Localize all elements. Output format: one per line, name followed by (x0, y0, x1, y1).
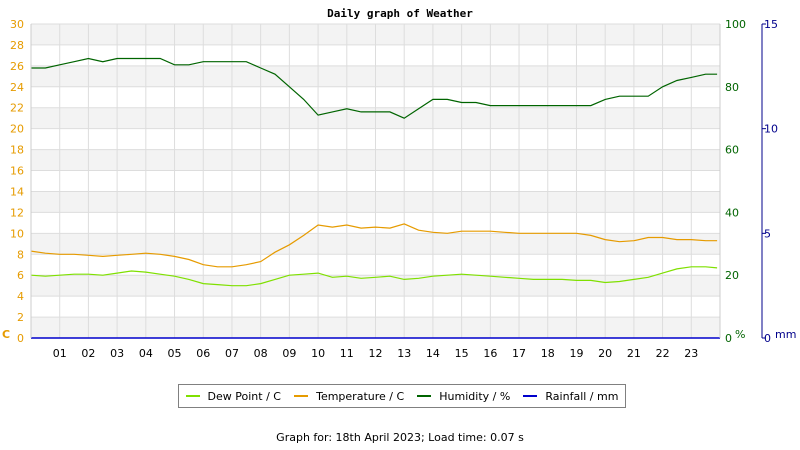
y-tick-label-left: 14 (10, 185, 24, 198)
y-tick-label-left: 6 (17, 269, 24, 282)
y-tick-label-rain: 0 (764, 332, 771, 345)
y-tick-label-right: 60 (725, 144, 739, 157)
y-tick-label-left: 12 (10, 206, 24, 219)
legend-label: Temperature / C (316, 389, 405, 403)
legend-label: Rainfall / mm (545, 389, 619, 403)
series-line-temperature (30, 223, 718, 268)
y-tick-label-left: 0 (17, 332, 24, 345)
y-unit-label-rain: mm (775, 328, 796, 341)
series-line-dew-point (30, 266, 718, 287)
y-tick-label-right: 100 (725, 18, 746, 31)
y-tick-label-left: 24 (10, 81, 24, 94)
y-unit-label-right: % (735, 328, 745, 341)
y-tick-label-left: 4 (17, 290, 24, 303)
legend-label: Humidity / % (439, 389, 511, 403)
y-tick-label-rain: 10 (764, 123, 778, 136)
y-tick-label-left: 10 (10, 227, 24, 240)
series-line-humidity (31, 57, 718, 119)
y-tick-label-left: 8 (17, 248, 24, 261)
y-tick-label-right: 40 (725, 206, 739, 219)
y-tick-label-left: 22 (10, 102, 24, 115)
legend-item: Rainfall / mm (523, 390, 618, 403)
y-tick-label-left: 28 (10, 39, 24, 52)
legend-label: Dew Point / C (207, 389, 281, 403)
x-tick-label: 22 (656, 347, 670, 360)
y-tick-label-right: 0 (725, 332, 732, 345)
x-tick-label: 09 (282, 347, 296, 360)
legend-swatch (417, 395, 432, 397)
legend: Dew Point / C Temperature / C Humidity / %… (178, 384, 626, 408)
x-tick-label: 14 (426, 347, 440, 360)
x-tick-label: 07 (225, 347, 239, 360)
x-tick-label: 01 (53, 347, 67, 360)
legend-swatch (294, 395, 309, 397)
y-tick-label-left: 20 (10, 123, 24, 136)
x-tick-label: 20 (598, 347, 612, 360)
y-tick-label-left: 26 (10, 60, 24, 73)
y-tick-label-left: 2 (17, 311, 24, 324)
x-tick-label: 16 (483, 347, 497, 360)
x-tick-label: 10 (311, 347, 325, 360)
x-tick-label: 04 (139, 347, 153, 360)
footer-info: Graph for: 18th April 2023; Load time: 0… (276, 431, 524, 444)
x-tick-label: 08 (254, 347, 268, 360)
x-tick-label: 17 (512, 347, 526, 360)
x-tick-label: 18 (541, 347, 555, 360)
y-tick-label-left: 18 (10, 144, 24, 157)
chart-title: Daily graph of Weather (327, 7, 473, 20)
legend-item: Humidity / % (417, 390, 510, 403)
y-tick-label-left: 30 (10, 18, 24, 31)
x-tick-label: 03 (110, 347, 124, 360)
y-tick-label-rain: 15 (764, 18, 778, 31)
legend-item: Temperature / C (294, 390, 404, 403)
x-tick-label: 19 (569, 347, 583, 360)
x-tick-label: 12 (369, 347, 383, 360)
x-tick-label: 15 (455, 347, 469, 360)
legend-swatch (523, 395, 538, 397)
x-tick-label: 02 (81, 347, 95, 360)
legend-item: Dew Point / C (185, 389, 281, 403)
y-tick-label-right: 20 (725, 269, 739, 282)
x-tick-label: 13 (397, 347, 411, 360)
y-unit-label-left: C (2, 328, 10, 341)
y-tick-label-rain: 5 (764, 227, 771, 240)
x-tick-label: 05 (168, 347, 182, 360)
y-tick-label-right: 80 (725, 81, 739, 94)
x-tick-label: 21 (627, 347, 641, 360)
legend-swatch (185, 395, 200, 397)
x-tick-label: 06 (196, 347, 210, 360)
y-tick-label-left: 16 (10, 165, 24, 178)
x-tick-label: 23 (684, 347, 698, 360)
x-tick-label: 11 (340, 347, 354, 360)
